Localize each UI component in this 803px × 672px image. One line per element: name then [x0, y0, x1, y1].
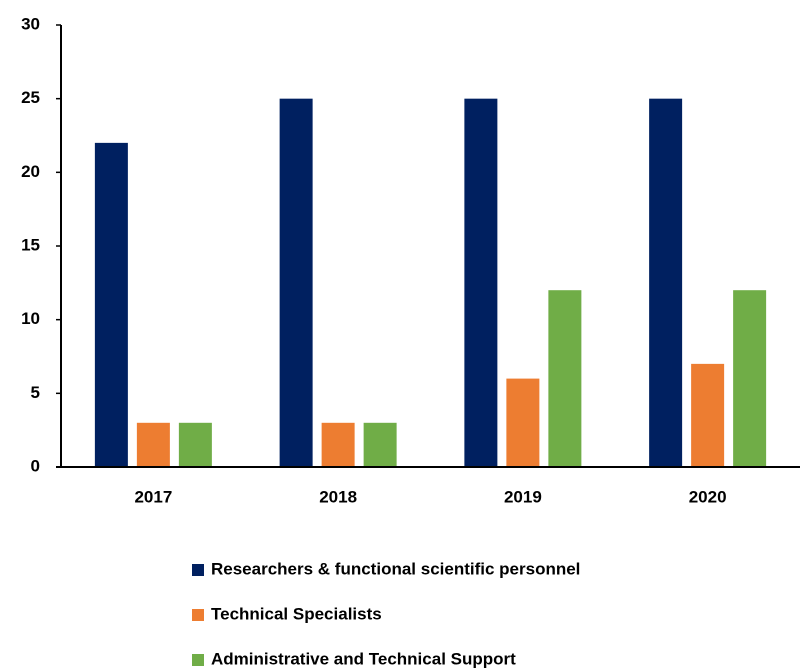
y-tick-label: 10 — [21, 309, 40, 328]
bar — [548, 290, 582, 467]
y-tick-label: 0 — [31, 456, 40, 475]
legend-swatch — [192, 609, 204, 621]
x-tick-label: 2019 — [504, 487, 542, 506]
y-tick-label: 30 — [21, 14, 40, 33]
x-tick-label: 2017 — [134, 487, 172, 506]
legend-label: Administrative and Technical Support — [211, 649, 516, 668]
bar — [691, 363, 725, 467]
y-tick-label: 5 — [31, 383, 40, 402]
y-tick-label: 15 — [21, 235, 40, 254]
bar — [321, 422, 355, 467]
y-tick-label: 25 — [21, 88, 40, 107]
legend-swatch — [192, 654, 204, 666]
bar — [649, 98, 683, 468]
bar — [136, 422, 170, 467]
legend-label: Technical Specialists — [211, 604, 382, 623]
bar — [94, 142, 128, 467]
bar — [178, 422, 212, 467]
legend-label: Researchers & functional scientific pers… — [211, 559, 580, 578]
bar — [733, 290, 767, 467]
x-tick-label: 2018 — [319, 487, 357, 506]
bar — [363, 422, 397, 467]
y-tick-label: 20 — [21, 162, 40, 181]
bar — [506, 378, 540, 467]
bar — [279, 98, 313, 468]
x-tick-label: 2020 — [689, 487, 727, 506]
legend-swatch — [192, 564, 204, 576]
bar — [464, 98, 498, 468]
